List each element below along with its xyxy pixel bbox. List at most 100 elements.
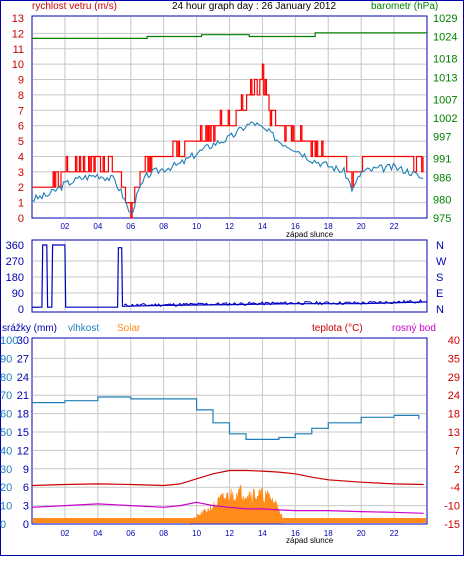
baro-axis-label: barometr (hPa) <box>371 1 438 12</box>
baro-tick-label: 997 <box>433 132 451 144</box>
wind-speed-series <box>31 121 424 214</box>
baro-tick-label: 980 <box>433 194 451 206</box>
baro-tick-label: 991 <box>433 154 451 166</box>
direction-tick-label: 270 <box>6 256 24 268</box>
wind-tick-label: 12 <box>12 28 24 40</box>
x-tick-label: 08 <box>159 222 168 231</box>
temp-tick-label: 29 <box>448 372 460 384</box>
compass-label: N <box>436 240 444 252</box>
x-tick-label: 18 <box>324 222 333 231</box>
wind-tick-label: 2 <box>18 182 24 194</box>
compass-label: E <box>436 288 443 300</box>
humidity-tick-label: 80 <box>0 372 12 384</box>
rain-axis-label: srážky (mm) <box>2 323 57 334</box>
temp-tick-label: 40 <box>448 335 460 347</box>
wind-tick-label: 3 <box>18 167 24 179</box>
rain-tick-label: 24 <box>17 372 29 384</box>
direction-tick-label: 90 <box>12 288 24 300</box>
gust-series <box>32 63 424 219</box>
dewpoint-axis-label: rosný bod <box>392 323 436 334</box>
humidity-series <box>32 396 420 440</box>
compass-label: W <box>436 256 447 268</box>
temp-tick-label: 2 <box>454 464 460 476</box>
x-tick-label: 02 <box>60 222 69 231</box>
baro-tick-label: 975 <box>433 213 451 225</box>
temp-axis-label: teplota (°C) <box>312 323 363 334</box>
x-tick-label: 04 <box>93 222 102 231</box>
direction-tick-label: 360 <box>6 240 24 252</box>
wind-tick-label: 0 <box>18 213 24 225</box>
rain-tick-label: 15 <box>17 427 29 439</box>
rain-tick-label: 9 <box>23 464 29 476</box>
wind-tick-label: 4 <box>18 151 24 163</box>
baro-tick-label: 1029 <box>433 13 457 25</box>
humidity-tick-label: 50 <box>0 427 12 439</box>
series-layer <box>31 32 428 525</box>
wind-tick-label: 11 <box>13 44 24 56</box>
x-tick-label: 14 <box>258 222 267 231</box>
temp-tick-label: 18 <box>448 409 460 421</box>
x-tick-label: 14 <box>258 529 267 538</box>
solar-axis-label: Solar <box>117 323 141 334</box>
rain-tick-label: 30 <box>17 335 29 347</box>
humidity-tick-label: 10 <box>0 501 12 513</box>
humidity-tick-label: 100 <box>0 335 18 347</box>
compass-label: N <box>436 304 444 316</box>
solar-area <box>188 484 285 525</box>
humidity-tick-label: 0 <box>0 519 6 531</box>
x-tick-label: 12 <box>225 222 234 231</box>
temp-tick-label: 13 <box>448 427 460 439</box>
humidity-tick-label: 30 <box>0 464 12 476</box>
temperature-series <box>31 469 424 487</box>
direction-tick-label: 180 <box>6 272 24 284</box>
x-tick-label: 08 <box>159 529 168 538</box>
rain-tick-label: 3 <box>23 501 29 513</box>
temp-tick-label: 35 <box>448 353 460 365</box>
x-tick-label: 06 <box>126 529 135 538</box>
humidity-tick-label: 40 <box>0 445 12 457</box>
x-tick-label: 16 <box>291 222 300 231</box>
rain-tick-label: 12 <box>17 445 29 457</box>
temp-tick-label: -10 <box>444 501 460 513</box>
baro-tick-label: 1024 <box>433 32 457 44</box>
x-tick-label: 20 <box>357 529 366 538</box>
humidity-tick-label: 70 <box>0 390 12 402</box>
x-tick-label: 04 <box>93 529 102 538</box>
sunset-label-top: západ slunce <box>286 230 334 239</box>
wind-tick-label: 8 <box>18 90 24 102</box>
wind-tick-label: 10 <box>12 59 24 71</box>
temp-tick-label: -4 <box>450 482 460 494</box>
baro-tick-label: 1013 <box>433 72 457 84</box>
wind-tick-label: 5 <box>18 136 24 148</box>
baro-tick-label: 986 <box>433 172 451 184</box>
baro-tick-label: 1007 <box>433 94 457 106</box>
rain-tick-label: 18 <box>17 409 29 421</box>
chart-title: 24 hour graph day : 26 January 2012 <box>172 1 336 12</box>
x-tick-label: 16 <box>291 529 300 538</box>
axis-labels: 0202040406060808101012121414161618182020… <box>0 13 460 538</box>
baro-tick-label: 1018 <box>433 54 457 66</box>
rain-tick-label: 0 <box>23 519 29 531</box>
wind-tick-label: 13 <box>12 13 24 25</box>
x-tick-label: 10 <box>192 222 201 231</box>
baro-tick-label: 1002 <box>433 113 457 125</box>
rain-tick-label: 6 <box>23 482 29 494</box>
rain-tick-label: 21 <box>17 390 29 402</box>
x-tick-label: 10 <box>192 529 201 538</box>
humidity-tick-label: 90 <box>0 353 12 365</box>
barometer-series <box>32 32 427 39</box>
compass-label: S <box>436 272 443 284</box>
humidity-tick-label: 60 <box>0 409 12 421</box>
wind-tick-label: 7 <box>18 105 24 117</box>
wind-direction-series <box>123 298 423 308</box>
temp-tick-label: 7 <box>454 445 460 457</box>
dewpoint-series <box>31 501 424 514</box>
temp-tick-label: -15 <box>444 519 460 531</box>
sunset-label-bottom: západ slunce <box>286 536 334 545</box>
x-tick-label: 18 <box>324 529 333 538</box>
humidity-axis-label: vlhkost <box>68 323 99 334</box>
humidity-tick-label: 20 <box>0 482 12 494</box>
wind-axis-label: rychlost vetru (m/s) <box>32 1 117 12</box>
wind-tick-label: 1 <box>18 198 24 210</box>
